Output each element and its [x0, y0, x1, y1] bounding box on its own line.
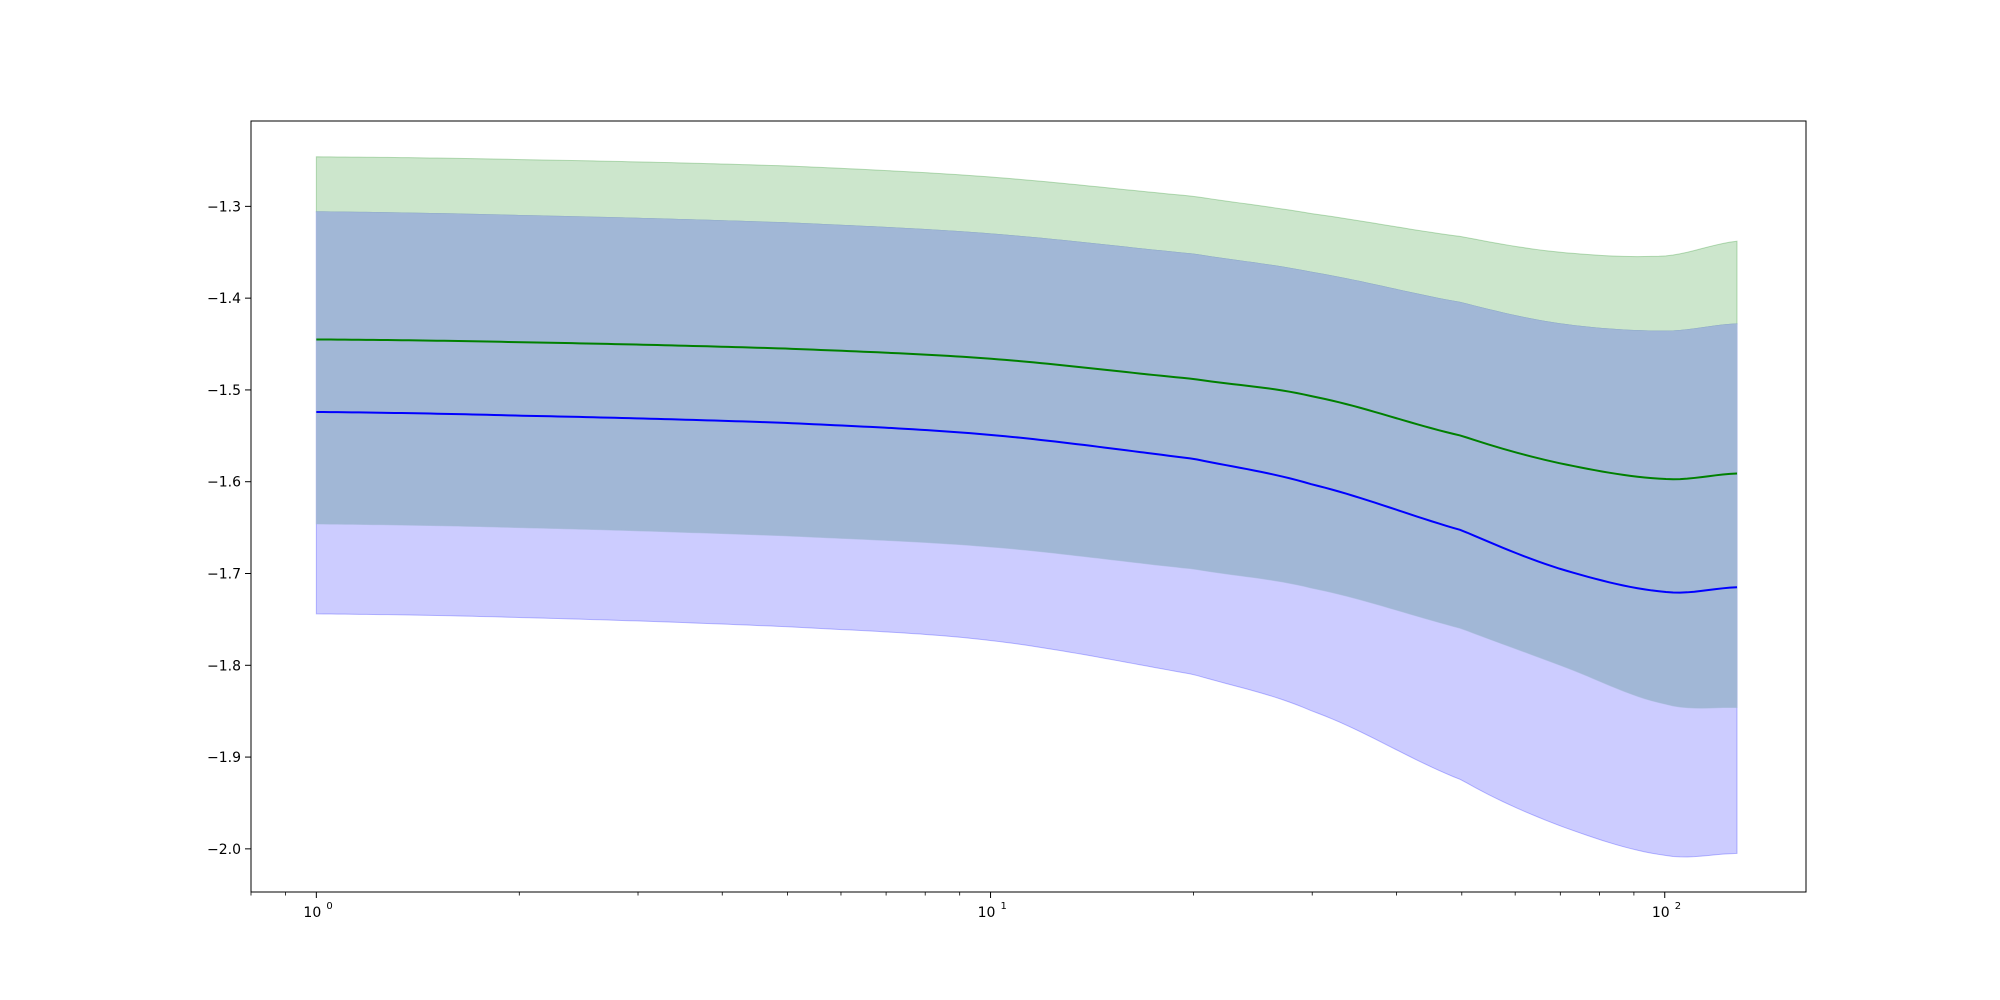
plot-frame — [250, 120, 1807, 893]
series-line-1 — [316, 338, 1738, 481]
confidence-bands — [315, 156, 1738, 858]
y-axis: −1.3 −1.4 −1.5 −1.6 −1.7 −1.8 −1.9 −2.0 — [207, 199, 251, 858]
y-tick-label: −2.0 — [207, 842, 241, 858]
y-tick-label: −1.9 — [207, 750, 241, 766]
x-tick-exponent: 1 — [1001, 901, 1007, 912]
series-lines — [316, 338, 1738, 594]
y-tick-label: −1.7 — [207, 567, 241, 583]
y-tick-label: −1.8 — [207, 658, 241, 674]
x-tick-label: 10 — [1652, 905, 1670, 921]
x-tick-label: 10 — [978, 905, 996, 921]
y-tick-label: −1.6 — [207, 475, 241, 491]
x-tick-label: 10 — [303, 905, 321, 921]
series-line-2 — [316, 410, 1738, 594]
x-tick-exponent: 0 — [326, 901, 332, 912]
y-tick-label: −1.3 — [207, 199, 241, 215]
x-tick-exponent: 2 — [1675, 901, 1681, 912]
y-tick-label: −1.4 — [207, 291, 241, 307]
y-tick-label: −1.5 — [207, 383, 241, 399]
x-axis: 10 0 10 1 10 2 — [250, 892, 1681, 921]
band-overlap — [315, 211, 1738, 709]
